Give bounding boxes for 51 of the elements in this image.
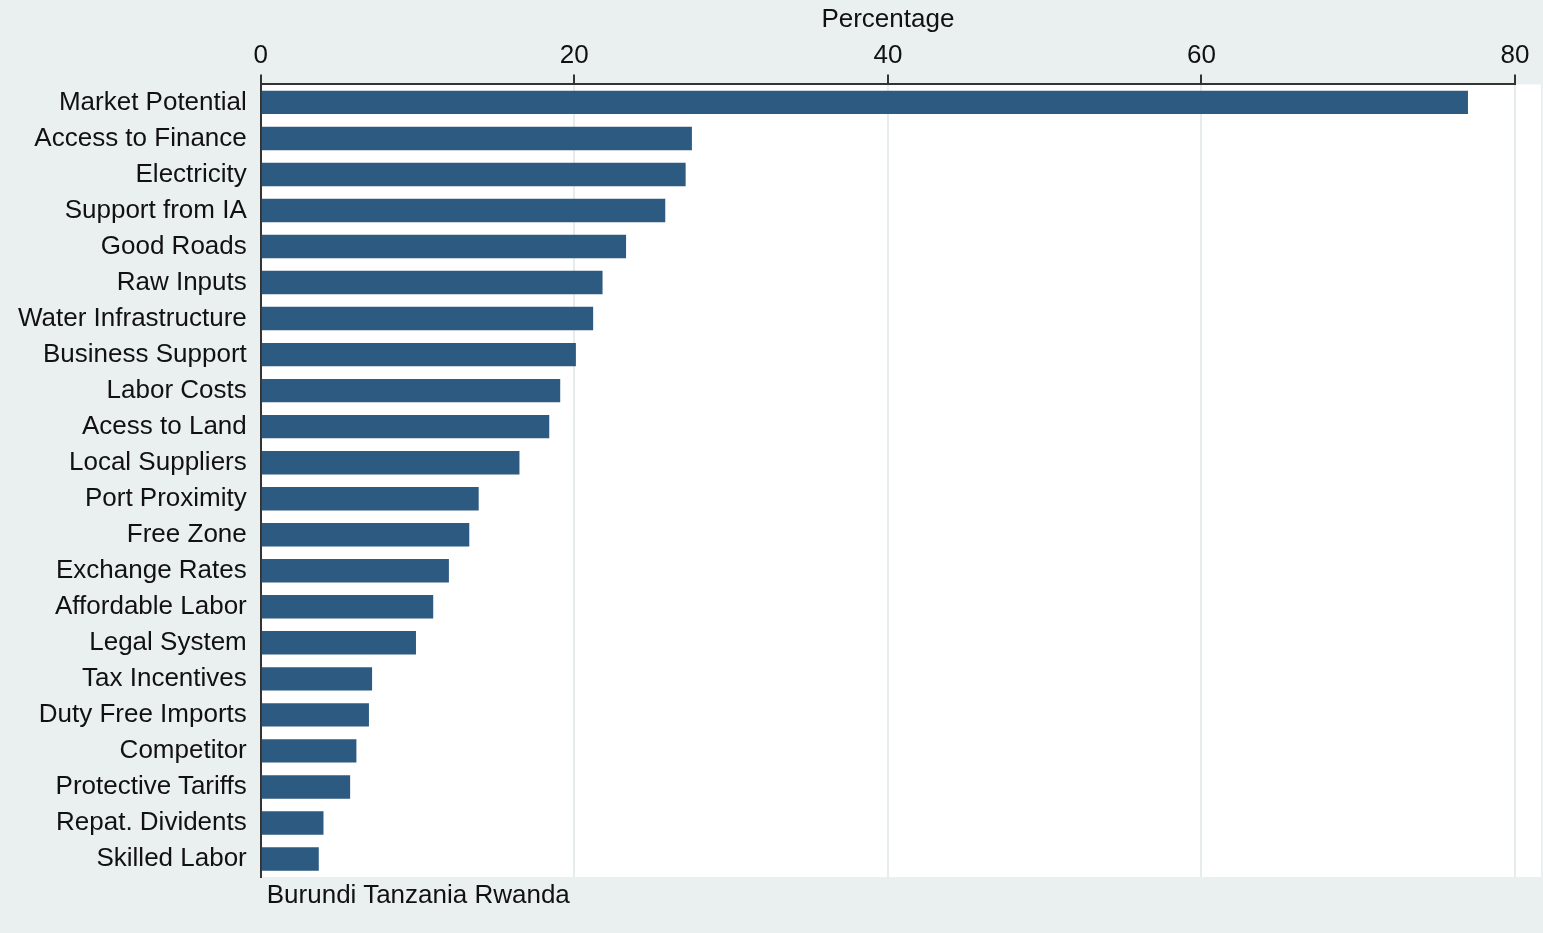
x-axis-title: Percentage [821, 2, 955, 33]
bar [261, 739, 357, 763]
bar [261, 487, 479, 511]
x-tick-label: 60 [1186, 38, 1216, 69]
y-tick-label: Acess to Land [81, 409, 247, 440]
bar [261, 450, 520, 475]
y-tick-label: Local Suppliers [68, 445, 247, 476]
y-tick-label: Business Support [42, 337, 248, 368]
bar [261, 270, 603, 295]
y-tick-label: Raw Inputs [116, 265, 247, 296]
x-tick-label: 80 [1500, 38, 1530, 69]
bar [261, 559, 449, 583]
bar [261, 847, 319, 871]
bar [261, 523, 470, 547]
y-tick-label: Duty Free Imports [38, 698, 247, 729]
bar [261, 775, 351, 799]
bar [261, 342, 576, 367]
y-tick-label: Electricity [135, 157, 247, 188]
bar [261, 703, 369, 727]
bar [261, 90, 1468, 115]
bar [261, 595, 434, 619]
y-tick-label: Protective Tariffs [55, 770, 247, 801]
bar [261, 811, 324, 835]
y-tick-label: Competitor [119, 734, 248, 765]
y-tick-label: Affordable Labor [54, 589, 248, 620]
bar [261, 414, 550, 439]
bar [261, 667, 373, 691]
bar [261, 198, 666, 223]
bar [261, 306, 594, 331]
bar [261, 162, 686, 187]
x-tick-label: 0 [253, 38, 268, 69]
y-tick-label: Port Proximity [84, 481, 247, 512]
bar [261, 234, 627, 259]
x-tick-label: 20 [559, 38, 589, 69]
y-tick-label: Skilled Labor [96, 842, 248, 873]
y-tick-label: Legal System [89, 625, 247, 656]
bar [261, 631, 416, 655]
y-tick-label: Labor Costs [106, 373, 247, 404]
y-tick-label: Access to Finance [34, 121, 247, 152]
bar [261, 126, 692, 151]
y-tick-label: Exchange Rates [55, 553, 247, 584]
y-tick-label: Support from IA [64, 193, 248, 224]
y-tick-label: Repat. Dividents [56, 806, 247, 837]
y-tick-label: Free Zone [126, 517, 247, 548]
x-tick-label: 40 [873, 38, 903, 69]
text: Burundi Tanzania Rwanda [266, 879, 571, 910]
y-tick-label: Tax Incentives [82, 662, 247, 693]
bar [261, 378, 561, 403]
y-tick-label: Water Infrastructure [17, 301, 247, 332]
y-tick-label: Market Potential [58, 85, 247, 116]
y-tick-label: Good Roads [100, 229, 247, 260]
